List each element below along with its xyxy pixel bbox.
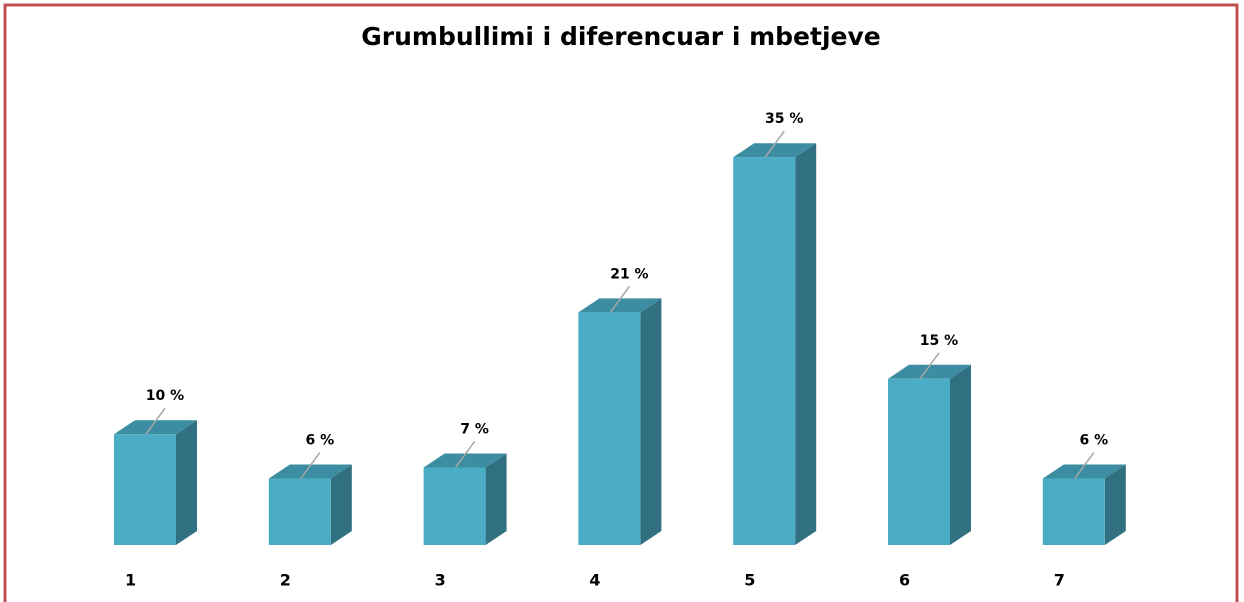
chart-title: Grumbullimi i diferencuar i mbetjeve bbox=[361, 22, 881, 51]
bar bbox=[733, 157, 796, 545]
value-label: 21 % bbox=[610, 266, 648, 282]
bar-top bbox=[733, 143, 817, 158]
value-label: 15 % bbox=[920, 333, 958, 349]
leader-line bbox=[300, 452, 321, 479]
bar bbox=[888, 378, 950, 545]
bar-side bbox=[1104, 464, 1126, 545]
leader-line bbox=[145, 407, 166, 435]
bar-side bbox=[485, 453, 507, 545]
bar-top bbox=[114, 420, 197, 435]
value-label: 10 % bbox=[146, 388, 184, 404]
value-label: 35 % bbox=[765, 111, 803, 127]
value-label: 7 % bbox=[460, 421, 489, 437]
bar bbox=[268, 478, 331, 545]
x-tick-label: 7 bbox=[1054, 571, 1065, 590]
bar-top bbox=[268, 464, 352, 479]
x-tick-label: 2 bbox=[280, 571, 291, 590]
value-label: 6 % bbox=[1079, 433, 1108, 449]
leader-line bbox=[454, 440, 476, 468]
bar-side bbox=[640, 298, 662, 545]
bar-side bbox=[176, 420, 197, 545]
bar-top bbox=[888, 364, 971, 379]
x-tick-label: 4 bbox=[589, 571, 600, 590]
bar bbox=[1042, 478, 1105, 545]
bar-top bbox=[1042, 464, 1126, 479]
bar-side bbox=[950, 364, 971, 545]
x-tick-label: 3 bbox=[435, 571, 446, 590]
leader-line bbox=[1074, 452, 1095, 479]
value-label: 6 % bbox=[305, 433, 334, 449]
bar-side bbox=[330, 464, 352, 545]
bar-top bbox=[423, 453, 507, 468]
bar bbox=[114, 434, 176, 545]
bar bbox=[423, 467, 486, 545]
bar-side bbox=[795, 143, 817, 545]
bar-top bbox=[578, 298, 662, 313]
x-tick-label: 6 bbox=[899, 571, 910, 590]
leader-line bbox=[919, 352, 940, 380]
leader-line bbox=[609, 285, 631, 313]
x-tick-label: 1 bbox=[125, 571, 136, 590]
bar bbox=[578, 312, 641, 545]
x-tick-label: 5 bbox=[744, 571, 755, 590]
leader-line bbox=[764, 130, 785, 158]
